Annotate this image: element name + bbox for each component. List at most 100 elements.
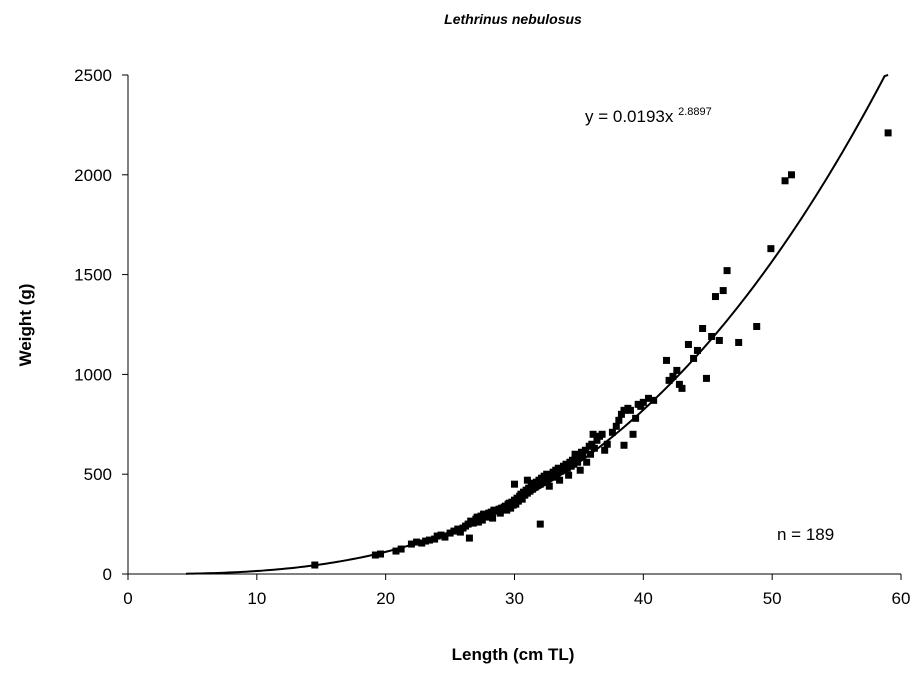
data-point	[568, 456, 576, 464]
data-point	[450, 527, 458, 535]
data-point	[612, 422, 620, 430]
data-point	[579, 451, 587, 459]
data-point	[587, 450, 595, 458]
data-point	[576, 466, 584, 474]
trendline-layer	[185, 74, 889, 575]
data-point	[474, 518, 482, 526]
data-point	[708, 332, 716, 340]
data-point	[699, 324, 707, 332]
data-point	[523, 476, 531, 484]
data-point	[589, 430, 597, 438]
trendline-equation: y = 0.0193x 2.8897	[585, 106, 712, 126]
y-tick-label: 0	[103, 565, 112, 584]
data-point	[496, 509, 504, 517]
x-tick-label: 10	[247, 589, 266, 608]
data-point	[581, 446, 589, 454]
data-point	[632, 414, 640, 422]
data-point	[675, 380, 683, 388]
y-tick-label: 1000	[74, 365, 112, 384]
data-point	[650, 396, 658, 404]
data-point	[590, 444, 598, 452]
data-point	[620, 441, 628, 449]
data-point	[441, 533, 449, 541]
data-point	[465, 534, 473, 542]
equation-base: y = 0.0193x	[585, 107, 674, 126]
data-point	[601, 446, 609, 454]
data-point	[557, 467, 565, 475]
data-point	[637, 402, 645, 410]
y-axis-label: Weight (g)	[16, 284, 35, 367]
data-point	[518, 495, 526, 503]
data-point	[588, 440, 596, 448]
data-point	[437, 531, 445, 539]
data-point	[684, 340, 692, 348]
data-point	[615, 416, 623, 424]
x-tick-label: 20	[376, 589, 395, 608]
data-point	[503, 506, 511, 514]
data-point	[422, 537, 430, 545]
data-point	[397, 545, 405, 553]
data-point	[483, 513, 491, 521]
data-point	[574, 458, 582, 466]
data-point	[514, 497, 522, 505]
data-point	[565, 471, 573, 479]
x-tick-label: 0	[123, 589, 132, 608]
data-point	[563, 464, 571, 472]
data-point	[884, 129, 892, 137]
trendline	[185, 74, 889, 575]
data-point	[767, 245, 775, 253]
data-point	[545, 482, 553, 490]
data-point	[617, 410, 625, 418]
data-point	[608, 428, 616, 436]
data-point	[371, 551, 379, 559]
x-tick-label: 60	[892, 589, 911, 608]
data-point	[753, 322, 761, 330]
data-point	[571, 450, 579, 458]
data-point	[536, 520, 544, 528]
data-point	[735, 338, 743, 346]
data-point	[413, 538, 421, 546]
data-point	[787, 171, 795, 179]
data-point	[562, 460, 570, 468]
data-point	[392, 547, 400, 555]
chart-title: Lethrinus nebulosus	[444, 11, 582, 27]
data-point	[311, 561, 319, 569]
data-point	[556, 476, 564, 484]
data-point	[425, 536, 433, 544]
data-point	[711, 293, 719, 301]
data-point	[553, 470, 561, 478]
data-point	[663, 356, 671, 364]
data-point	[543, 470, 551, 478]
data-point	[446, 529, 454, 537]
data-point	[433, 532, 441, 540]
data-point	[377, 550, 385, 558]
data-point	[456, 528, 464, 536]
data-point	[603, 440, 611, 448]
data-point	[489, 514, 497, 522]
data-point	[478, 516, 486, 524]
axes: 0 10 20 30 40 50 60 0 500 1000 1500 2000 2500	[74, 66, 910, 608]
data-point	[693, 346, 701, 354]
x-tick-label: 40	[634, 589, 653, 608]
data-point	[583, 458, 591, 466]
data-point	[629, 430, 637, 438]
data-point	[781, 177, 789, 185]
data-point	[511, 480, 518, 488]
y-tick-label: 500	[84, 465, 112, 484]
data-point	[620, 406, 628, 414]
data-point	[673, 366, 681, 374]
data-point	[418, 539, 426, 547]
data-point	[593, 436, 601, 444]
data-point	[665, 376, 673, 384]
sample-size-label: n = 189	[777, 525, 834, 544]
x-tick-label: 50	[763, 589, 782, 608]
data-point	[715, 336, 723, 344]
x-tick-label: 30	[505, 589, 524, 608]
data-point	[570, 460, 578, 468]
data-point	[678, 384, 686, 392]
equation-exponent: 2.8897	[678, 106, 712, 118]
x-axis-label: Length (cm TL)	[452, 645, 575, 664]
data-point	[473, 513, 481, 521]
y-tick-label: 2500	[74, 66, 112, 85]
